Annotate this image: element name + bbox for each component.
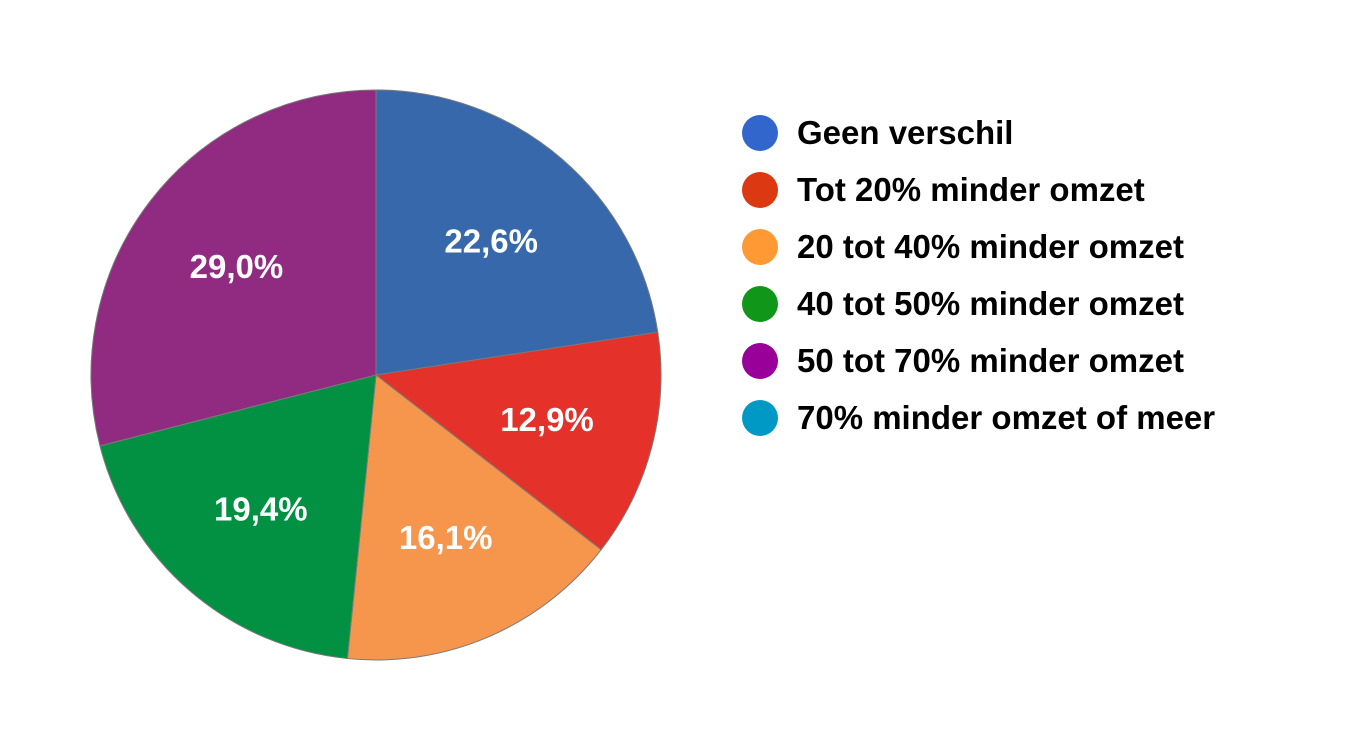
pie-data-label-5: 29,0% xyxy=(190,248,284,285)
legend-label: Tot 20% minder omzet xyxy=(797,170,1145,208)
legend-label: 20 tot 40% minder omzet xyxy=(797,227,1184,265)
pie-data-labels: 22,6% 12,9% 16,1% 19,4% 29,0% xyxy=(190,223,594,556)
pie-slice-5[interactable] xyxy=(90,89,377,447)
legend-swatch-icon xyxy=(742,342,778,379)
pie-slice-2[interactable] xyxy=(374,331,662,551)
legend-swatch-icon xyxy=(742,171,778,208)
legend-item-50-tot-70[interactable]: 50 tot 70% minder omzet xyxy=(742,332,1332,389)
pie-data-label-3: 16,1% xyxy=(399,519,493,556)
legend: Geen verschil Tot 20% minder omzet 20 to… xyxy=(742,104,1332,446)
legend-swatch-icon xyxy=(742,228,778,265)
pie-slices xyxy=(90,89,662,661)
legend-swatch-icon xyxy=(742,114,778,151)
pie-data-label-1: 22,6% xyxy=(444,223,538,260)
legend-item-20-tot-40[interactable]: 20 tot 40% minder omzet xyxy=(742,218,1332,275)
pie-data-label-2: 12,9% xyxy=(500,401,594,438)
legend-swatch-icon xyxy=(742,285,778,322)
pie-slice-4[interactable] xyxy=(99,374,377,660)
legend-label: 70% minder omzet of meer xyxy=(797,398,1216,436)
legend-item-40-tot-50[interactable]: 40 tot 50% minder omzet xyxy=(742,275,1332,332)
pie-data-label-4: 19,4% xyxy=(214,491,308,528)
pie-slice-3[interactable] xyxy=(346,374,602,661)
legend-label: 50 tot 70% minder omzet xyxy=(797,341,1184,379)
pie-slice-1[interactable] xyxy=(375,89,659,376)
pie-chart: 22,6% 12,9% 16,1% 19,4% 29,0% xyxy=(90,89,662,661)
legend-item-70-of-meer[interactable]: 70% minder omzet of meer xyxy=(742,389,1332,446)
legend-label: Geen verschil xyxy=(797,113,1014,151)
legend-item-geen-verschil[interactable]: Geen verschil xyxy=(742,104,1332,161)
legend-swatch-icon xyxy=(742,399,778,436)
legend-label: 40 tot 50% minder omzet xyxy=(797,284,1184,322)
legend-item-tot-20[interactable]: Tot 20% minder omzet xyxy=(742,161,1332,218)
